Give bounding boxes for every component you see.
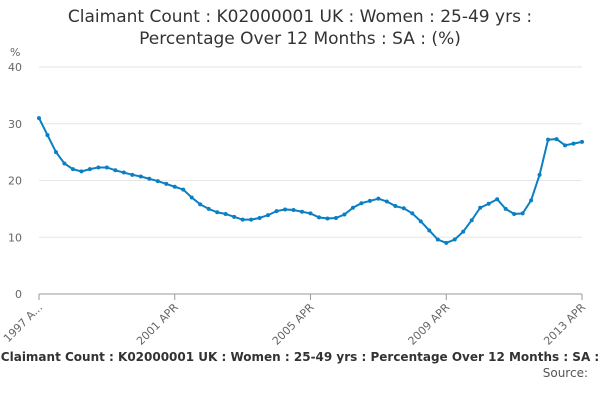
data-point bbox=[266, 213, 271, 218]
data-point bbox=[435, 237, 440, 242]
x-tick-label: 2001 APR bbox=[134, 301, 181, 348]
data-point bbox=[478, 205, 483, 210]
data-point bbox=[283, 207, 288, 212]
y-tick-label: 0 bbox=[15, 288, 22, 301]
footer: Claimant Count : K02000001 UK : Women : … bbox=[0, 350, 600, 364]
y-tick-label: 30 bbox=[8, 118, 22, 131]
data-point bbox=[427, 228, 432, 233]
data-point bbox=[113, 168, 118, 173]
data-point bbox=[418, 219, 423, 224]
x-tick-label: 2005 APR bbox=[270, 301, 317, 348]
data-point bbox=[512, 211, 517, 216]
source: Source: bbox=[542, 366, 588, 380]
data-point bbox=[580, 139, 584, 144]
data-point bbox=[350, 205, 355, 210]
data-point bbox=[529, 198, 534, 203]
data-point bbox=[79, 169, 84, 174]
data-point bbox=[164, 181, 169, 186]
data-point bbox=[147, 176, 152, 181]
data-point bbox=[232, 214, 237, 219]
data-point bbox=[291, 208, 296, 213]
x-tick-label: 2009 APR bbox=[405, 301, 452, 348]
data-point bbox=[198, 202, 203, 207]
x-tick-label: 2013 APR bbox=[541, 301, 588, 348]
data-point bbox=[45, 133, 50, 138]
data-point bbox=[62, 161, 67, 166]
data-point bbox=[554, 137, 559, 142]
data-point bbox=[257, 215, 262, 220]
y-tick-label: 10 bbox=[8, 231, 22, 244]
data-point bbox=[274, 209, 279, 214]
data-point bbox=[181, 187, 186, 192]
data-point bbox=[215, 210, 220, 215]
data-point bbox=[503, 206, 508, 211]
data-point bbox=[87, 167, 92, 172]
data-point bbox=[495, 197, 500, 202]
data-point bbox=[537, 172, 542, 177]
data-point bbox=[249, 217, 254, 222]
data-point bbox=[172, 184, 177, 189]
data-point bbox=[96, 165, 101, 170]
data-point bbox=[469, 218, 474, 223]
data-point bbox=[130, 172, 135, 177]
y-tick-label: 40 bbox=[8, 61, 22, 74]
data-point bbox=[70, 167, 75, 172]
data-point bbox=[486, 201, 491, 206]
data-point bbox=[401, 206, 406, 211]
data-point bbox=[359, 201, 364, 206]
data-point bbox=[104, 165, 109, 170]
y-tick-label: 20 bbox=[8, 175, 22, 188]
data-point bbox=[240, 217, 245, 222]
data-point bbox=[53, 150, 58, 155]
data-point bbox=[223, 211, 228, 216]
data-point bbox=[393, 204, 398, 209]
data-point bbox=[461, 229, 466, 234]
data-point bbox=[333, 215, 338, 220]
data-point bbox=[342, 212, 347, 217]
data-point bbox=[316, 215, 321, 220]
data-point bbox=[189, 195, 194, 200]
data-point bbox=[300, 209, 305, 214]
data-point bbox=[121, 170, 126, 175]
data-point bbox=[138, 174, 143, 179]
data-point bbox=[452, 237, 457, 242]
data-point bbox=[520, 211, 525, 216]
data-point bbox=[563, 143, 568, 148]
data-point bbox=[308, 211, 313, 216]
data-point bbox=[376, 196, 381, 201]
data-point bbox=[571, 141, 576, 146]
data-point bbox=[37, 116, 41, 121]
y-unit: % bbox=[10, 46, 20, 59]
data-point bbox=[546, 137, 551, 142]
data-point bbox=[206, 206, 211, 211]
chart-title: Claimant Count : K02000001 UK : Women : … bbox=[67, 7, 533, 49]
data-point bbox=[367, 198, 372, 203]
data-point bbox=[325, 216, 330, 221]
data-point bbox=[384, 199, 389, 204]
data-point bbox=[155, 179, 160, 184]
chart: % 0 10 20 30 40 1997 A... 2001 APR 2005 APR 2009… bbox=[1, 46, 588, 348]
data-point bbox=[444, 240, 449, 245]
x-tick-label: 1997 A... bbox=[1, 301, 45, 345]
data-point bbox=[410, 211, 415, 216]
